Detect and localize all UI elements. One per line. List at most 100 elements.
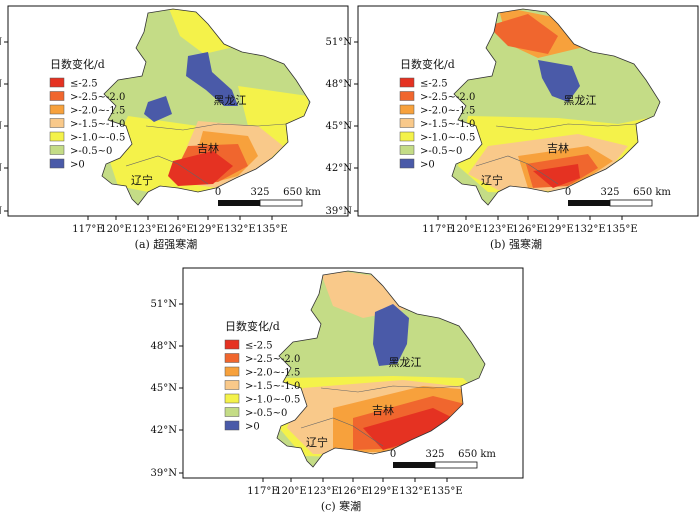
- lon-tick-label: 132°E: [224, 224, 255, 235]
- legend-label: >-1.0~-0.5: [245, 395, 300, 406]
- legend-label: ≤-2.5: [420, 79, 448, 90]
- lon-tick-label: 135°E: [431, 486, 462, 497]
- legend-swatch: [399, 158, 415, 169]
- scale-bar-black: [393, 462, 435, 468]
- lat-tick-label: 51°N: [151, 299, 178, 310]
- legend-swatch: [224, 339, 240, 350]
- legend-swatch: [399, 91, 415, 101]
- lat-tick-label: 48°N: [0, 79, 2, 90]
- panel-caption: (c) 寒潮: [321, 499, 361, 513]
- legend-swatch: [399, 104, 415, 115]
- lat-tick-label: 39°N: [0, 206, 2, 217]
- lon-tick-label: 132°E: [399, 486, 430, 497]
- legend-label: >-0.5~0: [420, 146, 462, 157]
- legend-label: >-1.0~-0.5: [70, 133, 125, 144]
- legend-label: >-1.5~-1.0: [70, 119, 125, 130]
- scale-label: 650 km: [283, 187, 321, 198]
- legend-swatch: [399, 118, 415, 128]
- province-border: [495, 123, 637, 131]
- legend-swatch: [224, 380, 240, 390]
- legend-swatch: [399, 77, 415, 88]
- map-panel-a: [7, 5, 349, 217]
- legend-label: >-0.5~0: [70, 146, 112, 157]
- lon-tick-label: 117°E: [422, 224, 453, 235]
- lat-tick-label: 45°N: [151, 383, 178, 394]
- scale-bar-white: [434, 461, 478, 469]
- legend-swatch: [49, 118, 65, 128]
- lon-tick-label: 126°E: [162, 224, 193, 235]
- lon-tick-label: 117°E: [72, 224, 103, 235]
- scale-label: 650 km: [458, 449, 496, 460]
- province-border: [125, 155, 209, 185]
- lon-tick-label: 129°E: [367, 486, 398, 497]
- lon-tick-label: 120°E: [450, 224, 481, 235]
- province-label-liaoning: 辽宁: [131, 173, 153, 187]
- lat-tick-label: 45°N: [0, 121, 2, 132]
- legend-swatch: [49, 145, 65, 155]
- lat-tick-label: 48°N: [151, 341, 178, 352]
- legend-swatch: [224, 353, 240, 363]
- legend-label: >-1.0~-0.5: [420, 133, 475, 144]
- lon-tick-label: 129°E: [542, 224, 573, 235]
- map-panel-b: [357, 5, 699, 217]
- legend-label: >-2.5~-2.0: [70, 92, 125, 103]
- lon-tick-label: 126°E: [337, 486, 368, 497]
- lon-tick-label: 135°E: [256, 224, 287, 235]
- lat-tick-label: 51°N: [326, 37, 353, 48]
- legend-label: >0: [420, 160, 435, 171]
- lat-tick-label: 48°N: [326, 79, 353, 90]
- province-border: [320, 385, 462, 393]
- legend-swatch: [224, 366, 240, 377]
- lon-tick-label: 123°E: [132, 224, 163, 235]
- lon-tick-label: 129°E: [192, 224, 223, 235]
- scale-label: 325: [600, 187, 619, 198]
- province-label-jilin: 吉林: [372, 403, 394, 417]
- lat-tick-label: 42°N: [326, 163, 353, 174]
- legend-label: ≤-2.5: [245, 341, 273, 352]
- legend-swatch: [49, 104, 65, 115]
- legend-swatch: [224, 420, 240, 431]
- panel-caption: (a) 超强寒潮: [135, 237, 198, 251]
- scale-label: 325: [425, 449, 444, 460]
- scale-label: 0: [390, 449, 396, 460]
- legend-swatch: [224, 393, 240, 404]
- legend-swatch: [399, 145, 415, 155]
- province-border: [145, 123, 287, 131]
- legend-title: 日数变化/d: [400, 57, 455, 71]
- lat-tick-label: 39°N: [326, 206, 353, 217]
- scale-bar-white: [609, 199, 653, 207]
- lat-tick-label: 39°N: [151, 468, 178, 479]
- lon-tick-label: 123°E: [307, 486, 338, 497]
- lat-tick-label: 42°N: [0, 163, 2, 174]
- lon-tick-label: 120°E: [275, 486, 306, 497]
- legend-title: 日数变化/d: [225, 319, 280, 333]
- province-border: [475, 155, 559, 185]
- legend-label: >0: [245, 422, 260, 433]
- legend-swatch: [224, 407, 240, 417]
- lat-tick-label: 51°N: [0, 37, 2, 48]
- province-label-jilin: 吉林: [197, 141, 219, 155]
- scale-bar-white: [259, 199, 303, 207]
- scale-bar-black: [568, 200, 610, 206]
- lon-tick-label: 117°E: [247, 486, 278, 497]
- legend-label: >-1.5~-1.0: [420, 119, 475, 130]
- province-label-liaoning: 辽宁: [481, 173, 503, 187]
- province-label-heilongjiang: 黑龙江: [389, 356, 422, 369]
- scale-label: 325: [250, 187, 269, 198]
- legend-swatch: [49, 91, 65, 101]
- lon-tick-label: 126°E: [512, 224, 543, 235]
- lon-tick-label: 135°E: [606, 224, 637, 235]
- map-panel-c: [182, 267, 524, 479]
- scale-label: 0: [215, 187, 221, 198]
- legend-label: >-2.0~-1.5: [420, 106, 475, 117]
- overlays: 51°N48°N45°N42°N39°N117°E120°E123°E126°E…: [0, 37, 671, 513]
- scale-bar-black: [218, 200, 260, 206]
- province-label-liaoning: 辽宁: [306, 435, 328, 449]
- legend-title: 日数变化/d: [50, 57, 105, 71]
- scale-label: 650 km: [633, 187, 671, 198]
- lon-tick-label: 132°E: [574, 224, 605, 235]
- legend-swatch: [49, 77, 65, 88]
- legend-label: >-2.5~-2.0: [420, 92, 475, 103]
- panel-caption: (b) 强寒潮: [490, 237, 542, 251]
- legend-label: >-2.0~-1.5: [70, 106, 125, 117]
